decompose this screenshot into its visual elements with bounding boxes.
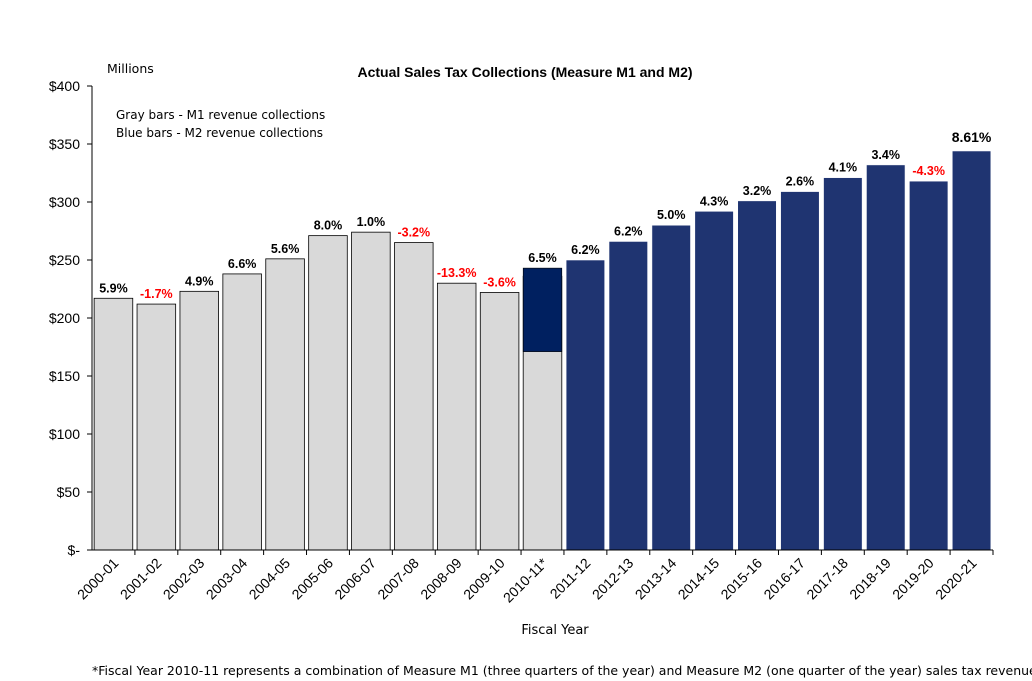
- bar-m2-2016-17: [780, 191, 820, 551]
- y-tick-label: $350: [49, 136, 80, 152]
- x-axis-tick-labels: 2000-012001-022002-032003-042004-052005-…: [74, 550, 994, 606]
- bar-m1-2002-03: [179, 290, 219, 551]
- data-label-2015-16: 3.2%: [743, 184, 772, 198]
- y-tick-label: $400: [49, 78, 80, 94]
- data-label-2011-12: 6.2%: [571, 243, 600, 257]
- data-label-2007-08: -3.2%: [397, 226, 430, 240]
- bar-m1-2001-02: [136, 303, 177, 551]
- x-tick-label: 2016-17: [760, 555, 808, 603]
- legend-note-gray: Gray bars - M1 revenue collections: [116, 108, 325, 122]
- bar-m2-2013-14: [651, 224, 691, 551]
- data-label-2019-20: -4.3%: [912, 164, 945, 178]
- data-label-2001-02: -1.7%: [140, 287, 173, 301]
- bar-m1-2006-07: [351, 231, 391, 551]
- y-tick-label: $300: [49, 194, 80, 210]
- units-label: Millions: [107, 61, 154, 76]
- y-axis-ticks: $- $50 $100 $150 $200 $250 $300 $350 $400: [49, 78, 92, 558]
- x-tick-label: 2007-08: [374, 555, 422, 603]
- bar-m1-2008-09: [436, 282, 477, 551]
- bar-m1-2005-06: [308, 235, 348, 551]
- data-label-2010-11*: 6.5%: [528, 251, 557, 265]
- data-labels: 5.9% -1.7% 4.9% 6.6% 5.6% 8.0% 1.0% -3.2% -13.3%…: [99, 129, 992, 301]
- chart-title: Actual Sales Tax Collections (Measure M1…: [357, 64, 692, 80]
- x-tick-label: 2004-05: [246, 555, 294, 603]
- x-tick-label: 2006-07: [331, 555, 379, 603]
- data-label-2003-04: 6.6%: [228, 257, 257, 271]
- data-label-2008-09: -13.3%: [437, 266, 477, 280]
- legend-note-blue: Blue bars - M2 revenue collections: [116, 126, 323, 140]
- y-tick-label: $200: [49, 310, 80, 326]
- x-tick-label: 2019-20: [889, 555, 937, 603]
- data-label-2018-19: 3.4%: [871, 148, 900, 162]
- x-tick-label: 2008-09: [417, 555, 465, 603]
- bar-m2-2011-12: [565, 259, 606, 551]
- data-label-2002-03: 4.9%: [185, 274, 214, 288]
- bar-m2-2020-21: [951, 150, 992, 551]
- bar-m2-2019-20: [909, 180, 949, 551]
- data-label-2016-17: 2.6%: [786, 175, 815, 189]
- footnote: *Fiscal Year 2010-11 represents a combin…: [92, 663, 1032, 678]
- x-tick-label: 2013-14: [632, 555, 680, 603]
- bar-m2-2017-18: [823, 177, 863, 551]
- x-tick-label: 2001-02: [117, 555, 165, 603]
- bar-m2-2012-13: [608, 241, 648, 551]
- x-tick-label: 2005-06: [288, 555, 336, 603]
- data-label-2013-14: 5.0%: [657, 208, 686, 222]
- data-label-2000-01: 5.9%: [99, 281, 128, 295]
- x-tick-label: 2017-18: [803, 555, 851, 603]
- bar-m2-2018-19: [866, 164, 906, 551]
- x-tick-label: 2010-11*: [500, 554, 551, 605]
- data-label-2006-07: 1.0%: [357, 215, 386, 229]
- x-tick-label: 2011-12: [547, 555, 594, 602]
- bar-m1-2000-01: [93, 297, 134, 551]
- y-tick-label: $100: [49, 426, 80, 442]
- x-tick-label: 2015-16: [717, 555, 765, 603]
- data-label-2020-21: 8.61%: [952, 129, 992, 145]
- x-tick-label: 2003-04: [203, 555, 251, 603]
- x-tick-label: 2014-15: [675, 555, 723, 603]
- data-label-2005-06: 8.0%: [314, 219, 343, 233]
- bar-m1-2003-04: [222, 273, 262, 551]
- y-tick-label: $50: [57, 484, 81, 500]
- bars: [93, 150, 992, 551]
- x-tick-label: 2000-01: [74, 555, 122, 603]
- bar-m2-2015-16: [737, 200, 777, 551]
- y-tick-label: $150: [49, 368, 80, 384]
- data-label-2012-13: 6.2%: [614, 224, 643, 238]
- data-label-2017-18: 4.1%: [829, 161, 858, 175]
- x-tick-label: 2020-21: [932, 555, 980, 603]
- bar-m2-2014-15: [694, 210, 734, 551]
- bar-m1-2004-05: [265, 258, 305, 551]
- y-tick-label: $-: [68, 542, 81, 558]
- data-label-2004-05: 5.6%: [271, 242, 300, 256]
- bar-m2-2010-11*: [522, 267, 563, 352]
- bar-m1-2007-08: [394, 242, 434, 551]
- bar-m1-2009-10: [479, 292, 520, 551]
- data-label-2009-10: -3.6%: [483, 275, 516, 289]
- x-tick-label: 2018-19: [846, 555, 894, 603]
- data-label-2014-15: 4.3%: [700, 194, 729, 208]
- x-tick-label: 2002-03: [160, 555, 208, 603]
- x-tick-label: 2012-13: [589, 555, 637, 603]
- y-tick-label: $250: [49, 252, 80, 268]
- x-axis-title: Fiscal Year: [521, 623, 589, 638]
